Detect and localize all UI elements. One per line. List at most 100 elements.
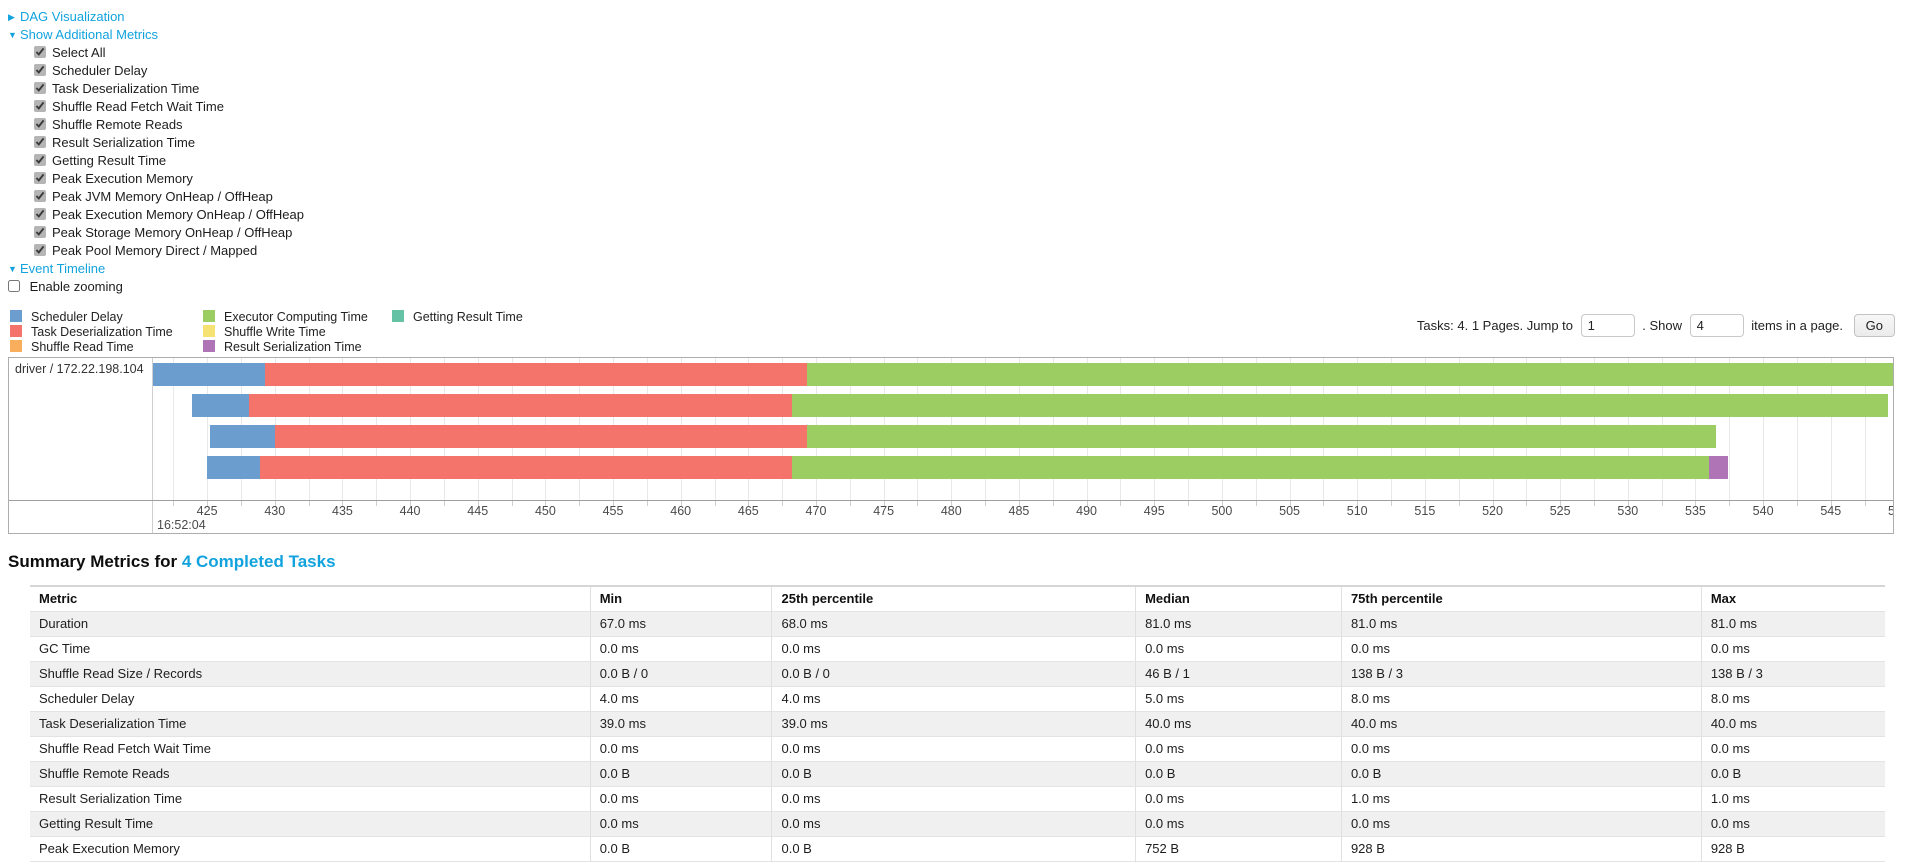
completed-tasks-link[interactable]: 4 Completed Tasks: [181, 552, 336, 571]
axis-tick-label: 445: [467, 504, 489, 518]
axis-tick: [951, 501, 953, 506]
axis-tick: [579, 501, 581, 506]
event-timeline-chart: driver / 172.22.198.104 16:52:04 425 430 4…: [8, 357, 1894, 534]
metric-checkbox-task-deserialization-time[interactable]: [34, 82, 46, 94]
metric-checkbox-result-serialization-time[interactable]: [34, 136, 46, 148]
metric-value-cell: 0.0 ms: [1135, 635, 1342, 661]
metric-name-cell: Shuffle Read Fetch Wait Time: [30, 735, 591, 761]
timeline-bar-segment-scheduler-delay[interactable]: [192, 394, 250, 417]
metric-checkbox-peak-execution-memory[interactable]: [34, 172, 46, 184]
timeline-bar-segment-task-deserialization[interactable]: [249, 394, 792, 417]
axis-tick: [782, 501, 784, 506]
metric-checkbox-row: Peak JVM Memory OnHeap / OffHeap: [34, 188, 1907, 206]
legend-label: Scheduler Delay: [31, 310, 123, 324]
metric-checkbox-scheduler-delay[interactable]: [34, 64, 46, 76]
metric-value-cell: 0.0 B: [1135, 760, 1342, 786]
event-timeline-toggle[interactable]: ▼ Event Timeline: [8, 260, 1907, 278]
timeline-bar-segment-scheduler-delay[interactable]: [207, 456, 260, 479]
timeline-bar-segment-scheduler-delay[interactable]: [209, 425, 275, 448]
legend-item-task-deserialization: Task Deserialization Time: [10, 325, 203, 340]
metric-value-cell: 0.0 B: [1700, 760, 1885, 786]
show-additional-metrics-label[interactable]: Show Additional Metrics: [20, 27, 159, 42]
axis-tick-label: 545: [1820, 504, 1842, 518]
axis-tick-label: 470: [805, 504, 827, 518]
timeline-bar-segment-result-serialization[interactable]: [1708, 456, 1728, 479]
column-header-min: Min: [589, 586, 772, 611]
dag-visualization-label[interactable]: DAG Visualization: [20, 9, 125, 24]
metric-name-cell: Task Deserialization Time: [30, 710, 591, 736]
scheduler-delay-swatch-icon: [10, 310, 22, 322]
metric-value-cell: 0.0 B / 0: [589, 660, 772, 686]
event-timeline-section: Tasks: 4. 1 Pages. Jump to . Show items …: [8, 310, 1907, 534]
metric-value-cell: 0.0 ms: [1135, 785, 1342, 811]
timeline-bar-segment-task-deserialization[interactable]: [274, 425, 807, 448]
timeline-bar-segment-task-deserialization[interactable]: [259, 456, 792, 479]
metric-checkbox-peak-storage-memory-onheap-offheap[interactable]: [34, 226, 46, 238]
axis-tick-label: 465: [737, 504, 759, 518]
metric-value-cell: 39.0 ms: [771, 710, 1136, 736]
table-row: Duration 67.0 ms 68.0 ms 81.0 ms 81.0 ms 81.0…: [30, 610, 1885, 636]
dag-visualization-toggle[interactable]: ▶ DAG Visualization: [8, 8, 1907, 26]
metric-value-cell: 39.0 ms: [589, 710, 772, 736]
metric-value-cell: 0.0 ms: [771, 635, 1136, 661]
metric-checkbox-label: Getting Result Time: [52, 153, 167, 168]
enable-zooming-checkbox[interactable]: [8, 280, 20, 292]
axis-tick: [1323, 501, 1325, 506]
timeline-bar-segment-executor-computing[interactable]: [791, 394, 1888, 417]
metric-value-cell: 0.0 B: [771, 835, 1136, 861]
jump-to-page-input[interactable]: [1580, 314, 1635, 337]
metric-name-cell: Result Serialization Time: [30, 785, 591, 811]
metric-checkbox-select-all[interactable]: [34, 46, 46, 58]
timeline-bar-segment-scheduler-delay[interactable]: [153, 363, 266, 386]
metric-checkbox-getting-result-time[interactable]: [34, 154, 46, 166]
gridline: [1729, 358, 1731, 500]
axis-tick: [1627, 501, 1629, 506]
enable-zooming-row: Enable zooming: [8, 278, 1907, 296]
metric-checkbox-peak-pool-memory-direct-mapped[interactable]: [34, 244, 46, 256]
metric-checkbox-row: Result Serialization Time: [34, 134, 1907, 152]
summary-metrics-table: Metric Min 25th percentile Median 75th perce…: [30, 585, 1885, 862]
shuffle-write-swatch-icon: [203, 325, 215, 337]
metric-value-cell: 0.0 ms: [1700, 735, 1885, 761]
metric-value-cell: 0.0 ms: [1135, 810, 1342, 836]
axis-tick-label: 515: [1414, 504, 1436, 518]
metric-checkbox-label: Peak JVM Memory OnHeap / OffHeap: [52, 189, 273, 204]
metric-checkbox-peak-execution-memory-onheap-offheap[interactable]: [34, 208, 46, 220]
axis-tick: [1120, 501, 1122, 506]
go-button[interactable]: Go: [1853, 314, 1895, 337]
metric-checkbox-shuffle-read-fetch-wait-time[interactable]: [34, 100, 46, 112]
timeline-bar-segment-task-deserialization[interactable]: [265, 363, 807, 386]
axis-tick-label: 500: [1211, 504, 1233, 518]
axis-tick-label: 450: [534, 504, 556, 518]
expanded-arrow-icon: ▼: [8, 30, 17, 40]
show-additional-metrics-toggle[interactable]: ▼ Show Additional Metrics: [8, 26, 1907, 44]
axis-tick: [1018, 501, 1020, 506]
metric-checkbox-shuffle-remote-reads[interactable]: [34, 118, 46, 130]
timeline-bar-segment-executor-computing[interactable]: [806, 425, 1716, 448]
metric-checkbox-peak-jvm-memory-onheap-offheap[interactable]: [34, 190, 46, 202]
metric-value-cell: 0.0 ms: [771, 735, 1136, 761]
event-timeline-label[interactable]: Event Timeline: [20, 261, 106, 276]
summary-title-text: Summary Metrics for: [8, 552, 182, 571]
axis-tick: [443, 501, 445, 506]
items-per-page-input[interactable]: [1689, 314, 1744, 337]
metric-name-cell: Duration: [30, 610, 591, 636]
result-serialization-swatch-icon: [203, 340, 215, 352]
axis-tick: [1526, 501, 1528, 506]
timeline-bar-segment-executor-computing[interactable]: [806, 363, 1893, 386]
axis-tick: [985, 501, 987, 506]
metric-value-cell: 0.0 ms: [1135, 735, 1342, 761]
axis-tick: [748, 501, 750, 506]
timeline-bar-segment-executor-computing[interactable]: [791, 456, 1709, 479]
axis-tick: [1560, 501, 1562, 506]
legend-item-result-serialization: Result Serialization Time: [203, 340, 392, 355]
axis-tick: [1188, 501, 1190, 506]
axis-tick: [815, 501, 817, 506]
table-row: Shuffle Read Fetch Wait Time 0.0 ms 0.0 ms…: [30, 735, 1885, 761]
metric-value-cell: 0.0 ms: [1340, 810, 1702, 836]
metric-value-cell: 0.0 ms: [589, 735, 772, 761]
gridline: [1864, 358, 1866, 500]
axis-tick: [1695, 501, 1697, 506]
collapsed-arrow-icon: ▶: [8, 12, 15, 22]
axis-tick-label: 455: [602, 504, 624, 518]
